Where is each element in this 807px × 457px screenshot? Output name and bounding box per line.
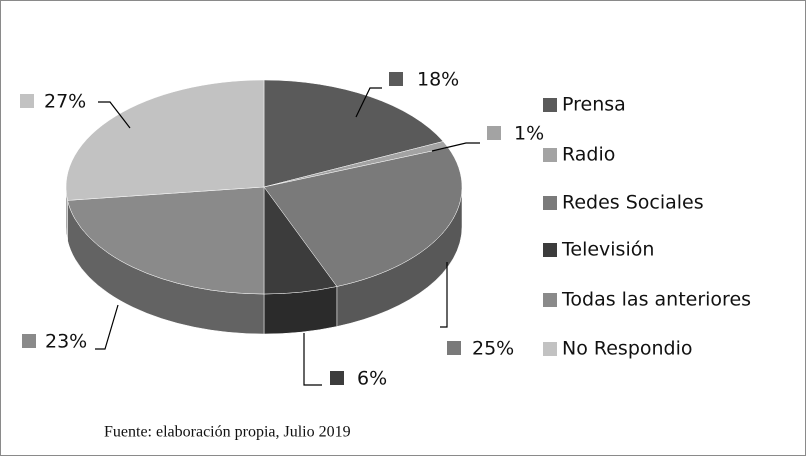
data-label: 18% bbox=[417, 69, 459, 91]
leader-line bbox=[440, 262, 448, 328]
data-label-swatch bbox=[447, 341, 461, 355]
data-label-swatch bbox=[20, 94, 34, 108]
legend-swatch bbox=[543, 243, 557, 257]
leader-line bbox=[98, 101, 131, 129]
leader-line bbox=[303, 333, 322, 386]
data-label: 27% bbox=[44, 91, 86, 113]
legend-swatch bbox=[543, 342, 557, 356]
legend-swatch bbox=[543, 148, 557, 162]
pie-slice bbox=[67, 186, 265, 295]
legend-swatch bbox=[543, 196, 557, 210]
leader-line bbox=[355, 87, 382, 118]
pie-slice bbox=[263, 79, 444, 188]
legend-label: Prensa bbox=[562, 94, 626, 116]
legend-label: Redes Sociales bbox=[562, 192, 704, 214]
leader-line bbox=[431, 142, 480, 152]
pie-slice bbox=[263, 147, 463, 287]
legend-label: No Respondio bbox=[562, 338, 693, 360]
data-label: 1% bbox=[514, 123, 544, 145]
data-label: 6% bbox=[357, 368, 387, 390]
data-label: 25% bbox=[472, 338, 514, 360]
legend-label: Radio bbox=[562, 144, 615, 166]
legend-label: Todas las anteriores bbox=[561, 289, 751, 311]
legend-swatch bbox=[543, 98, 557, 112]
data-label-swatch bbox=[389, 72, 403, 86]
legend-label: Televisión bbox=[561, 239, 654, 261]
leader-line bbox=[95, 304, 119, 350]
pie-slice bbox=[65, 79, 265, 201]
data-label-swatch bbox=[330, 371, 344, 385]
caption: Fuente: elaboración propia, Julio 2019 bbox=[104, 424, 351, 441]
data-label-swatch bbox=[22, 334, 36, 348]
data-label-swatch bbox=[487, 126, 501, 140]
legend-swatch bbox=[543, 293, 557, 307]
data-label: 23% bbox=[45, 331, 87, 353]
